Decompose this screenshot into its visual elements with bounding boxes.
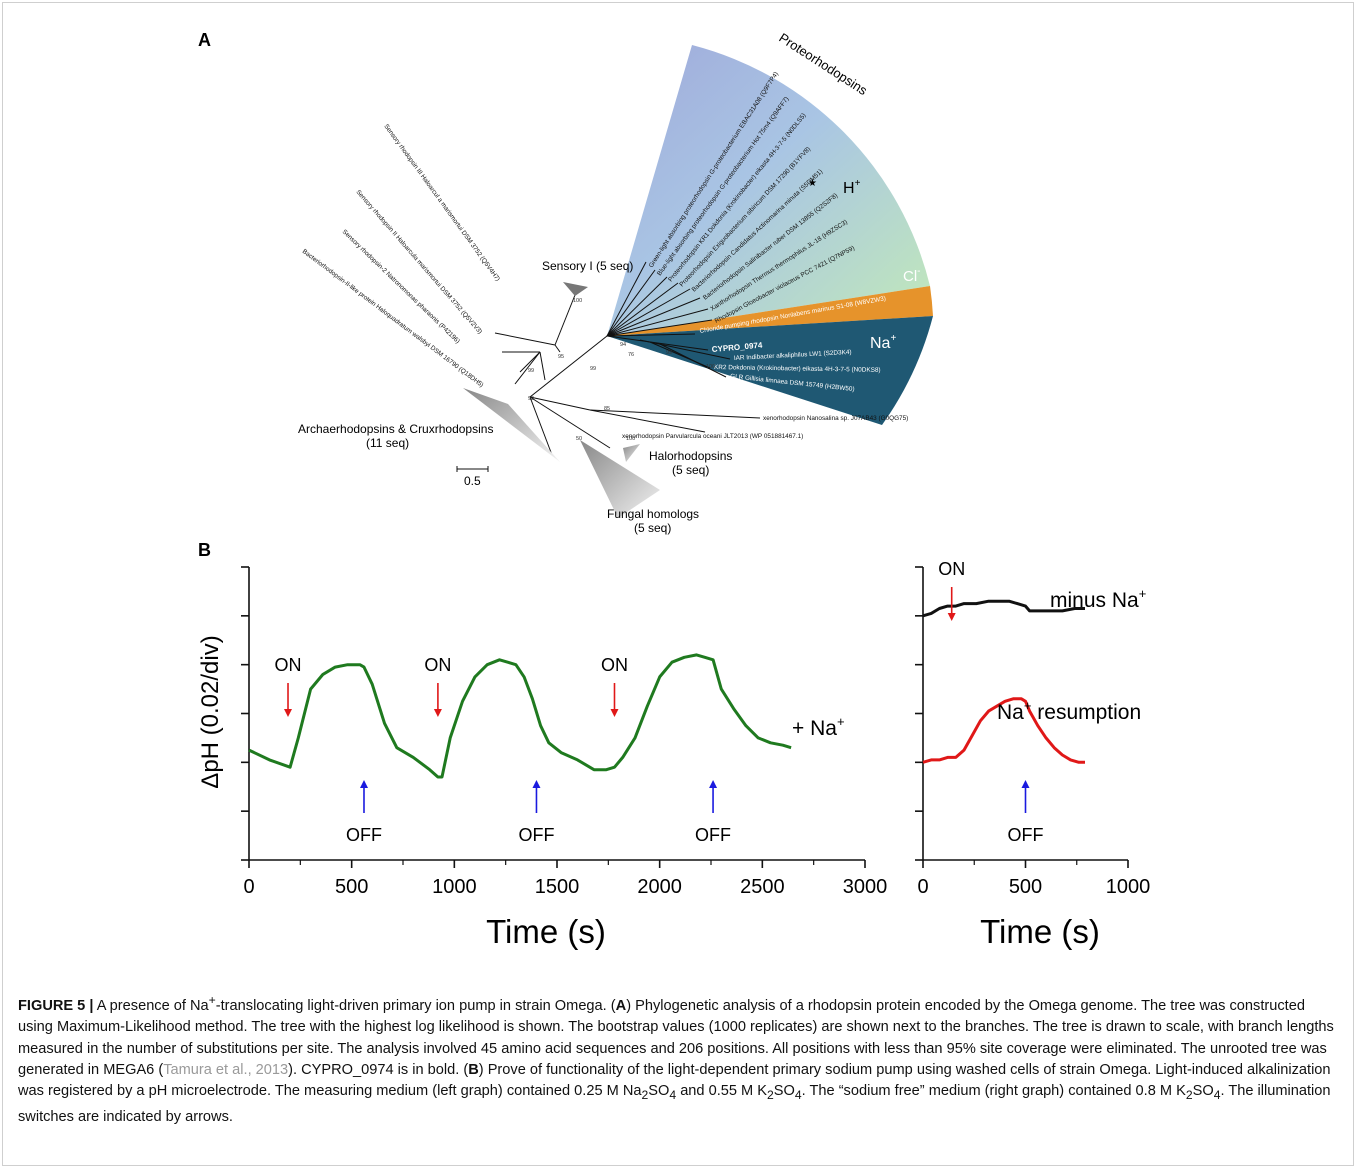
leaf-label-cypro: CYPRO_0974: [711, 341, 763, 354]
sensory-i-clade: [563, 282, 588, 296]
off-arrowhead: [709, 780, 718, 788]
bootstrap-value: 99: [528, 368, 534, 374]
bootstrap-value: 100: [706, 364, 715, 370]
na-resumption-label: Na+ resumption: [997, 698, 1141, 724]
x-tick-label: 500: [1009, 876, 1042, 898]
fungal-clade: [580, 440, 660, 518]
left-x-ticks: 0 500 1000 1500 2000 2500 3000: [243, 860, 887, 898]
fungal-label-1: Fungal homologs: [607, 507, 699, 521]
archae-label-2: (11 seq): [366, 436, 409, 450]
x-tick-label: 0: [243, 876, 254, 898]
scale-bar-label: 0.5: [464, 474, 481, 488]
off-label: OFF: [346, 825, 382, 845]
leaf-label: KR2 Dokdonia (Krokinobacter) eikasta 4H-…: [714, 364, 881, 374]
series-line: [248, 653, 792, 779]
series-line: [922, 599, 1085, 618]
panel-a-label: A: [198, 30, 211, 50]
on-label: ON: [275, 655, 302, 675]
off-label: OFF: [695, 825, 731, 845]
bootstrap-value: 99: [528, 396, 534, 402]
on-label: ON: [938, 559, 965, 579]
star-marker: ★: [808, 178, 817, 189]
x-tick-label: 0: [917, 876, 928, 898]
bootstrap-value: 94: [620, 342, 626, 348]
off-label: OFF: [518, 825, 554, 845]
off-arrowhead: [1021, 780, 1030, 788]
archaerhodopsin-clade: [463, 388, 560, 462]
x-tick-label: 1500: [535, 876, 580, 898]
x-tick-label: 2500: [740, 876, 785, 898]
figure-caption: FIGURE 5 | A presence of Na+-translocati…: [18, 993, 1334, 1125]
off-arrowhead: [359, 780, 368, 788]
on-arrowhead: [610, 709, 619, 717]
proteorhodopsin-wedge: [607, 45, 930, 336]
off-arrowhead: [532, 780, 541, 788]
arrow-annotations: ON OFF ON OFF ON OFF ON OFF: [275, 559, 1044, 845]
leaf-label: xenorhodopsin Nanosalina sp. J07AB43 (G0…: [763, 415, 908, 422]
cl-minus-label: Cl-: [903, 266, 921, 285]
on-arrowhead: [947, 613, 956, 621]
y-axis-label: ΔpH (0.02/div): [197, 635, 224, 788]
plus-na-label: + Na+: [792, 714, 845, 740]
sodium-wedge: [607, 316, 933, 425]
archae-label-1: Archaerhodopsins & Cruxrhodopsins: [298, 422, 493, 436]
minus-na-label: minus Na+: [1050, 586, 1146, 612]
fungal-label-2: (5 seq): [634, 521, 671, 535]
bootstrap-value: 95: [558, 354, 564, 360]
on-label: ON: [601, 655, 628, 675]
citation-link[interactable]: Tamura et al., 2013: [163, 1062, 289, 1079]
series-line: [922, 697, 1085, 764]
x-axis-label-right: Time (s): [980, 913, 1100, 950]
phylogenetic-tree: Proteorhodopsins H+ Cl- Na+ Green-light …: [298, 30, 933, 535]
panel-b-label: B: [198, 540, 211, 560]
x-tick-label: 500: [335, 876, 368, 898]
sensory-i-label: Sensory I (5 seq): [542, 259, 633, 273]
x-tick-label: 2000: [637, 876, 682, 898]
bootstrap-value: 76: [628, 352, 634, 358]
x-tick-label: 3000: [843, 876, 888, 898]
ph-plots: ΔpH (0.02/div) 0 500 1000 1500 2000 2500 3000 …: [197, 559, 1150, 950]
halorhodopsins-label-2: (5 seq): [672, 463, 709, 477]
bootstrap-value: 99: [666, 350, 672, 356]
x-axis-label-left: Time (s): [486, 913, 606, 950]
off-label: OFF: [1008, 825, 1044, 845]
on-arrowhead: [433, 709, 442, 717]
x-tick-label: 1000: [1106, 876, 1151, 898]
halorhodopsin-clade: [623, 444, 640, 462]
right-x-ticks: 0 500 1000: [917, 860, 1150, 898]
right-y-ticks: [915, 566, 923, 861]
na-plus-label: Na+: [870, 333, 896, 352]
left-y-ticks: [241, 566, 249, 861]
on-arrowhead: [284, 709, 293, 717]
bootstrap-value: 100: [573, 298, 582, 304]
leaf-label: Bacteriorhodopsin-II-like protein Haloqu…: [301, 248, 485, 389]
on-label: ON: [424, 655, 451, 675]
bootstrap-value: 99: [590, 366, 596, 372]
x-tick-label: 1000: [432, 876, 477, 898]
bootstrap-value: 85: [604, 406, 610, 412]
traces: [248, 599, 1085, 779]
h-plus-label: H+: [843, 178, 861, 197]
leaf-label: xenorhodopsin Parvularcula oceani JLT201…: [622, 433, 803, 440]
halorhodopsins-label-1: Halorhodopsins: [649, 449, 732, 463]
bootstrap-value: 100: [626, 436, 635, 442]
leaf-label: Sensory rhodopsin III Haloarcul a marism…: [382, 123, 501, 283]
proteorhodopsins-label: Proteorhodopsins: [776, 30, 870, 98]
bootstrap-value: 50: [576, 436, 582, 442]
